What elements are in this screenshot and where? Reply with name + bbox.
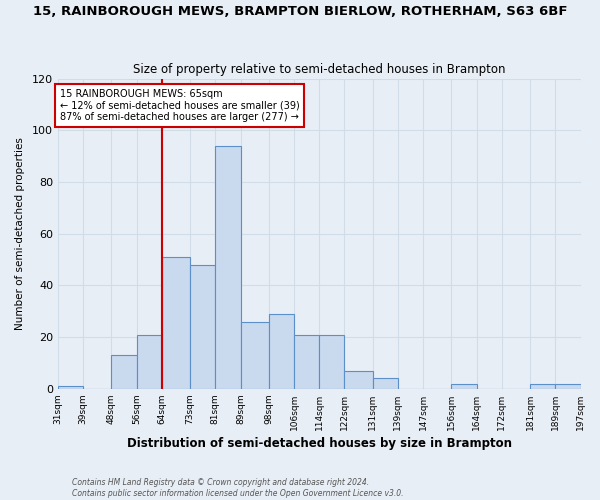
- Y-axis label: Number of semi-detached properties: Number of semi-detached properties: [15, 137, 25, 330]
- Bar: [294, 334, 319, 389]
- Bar: [190, 264, 215, 389]
- Bar: [451, 384, 476, 389]
- Title: Size of property relative to semi-detached houses in Brampton: Size of property relative to semi-detach…: [133, 63, 505, 76]
- Text: Contains HM Land Registry data © Crown copyright and database right 2024.
Contai: Contains HM Land Registry data © Crown c…: [72, 478, 404, 498]
- Bar: [58, 386, 83, 389]
- Text: 15, RAINBOROUGH MEWS, BRAMPTON BIERLOW, ROTHERHAM, S63 6BF: 15, RAINBOROUGH MEWS, BRAMPTON BIERLOW, …: [33, 5, 567, 18]
- Bar: [241, 322, 269, 389]
- Bar: [319, 334, 344, 389]
- Text: 15 RAINBOROUGH MEWS: 65sqm
← 12% of semi-detached houses are smaller (39)
87% of: 15 RAINBOROUGH MEWS: 65sqm ← 12% of semi…: [59, 89, 299, 122]
- Bar: [112, 355, 137, 389]
- X-axis label: Distribution of semi-detached houses by size in Brampton: Distribution of semi-detached houses by …: [127, 437, 512, 450]
- Bar: [215, 146, 241, 389]
- Bar: [556, 384, 581, 389]
- Bar: [269, 314, 294, 389]
- Bar: [162, 257, 190, 389]
- Bar: [530, 384, 556, 389]
- Bar: [344, 370, 373, 389]
- Bar: [137, 334, 162, 389]
- Bar: [373, 378, 398, 389]
